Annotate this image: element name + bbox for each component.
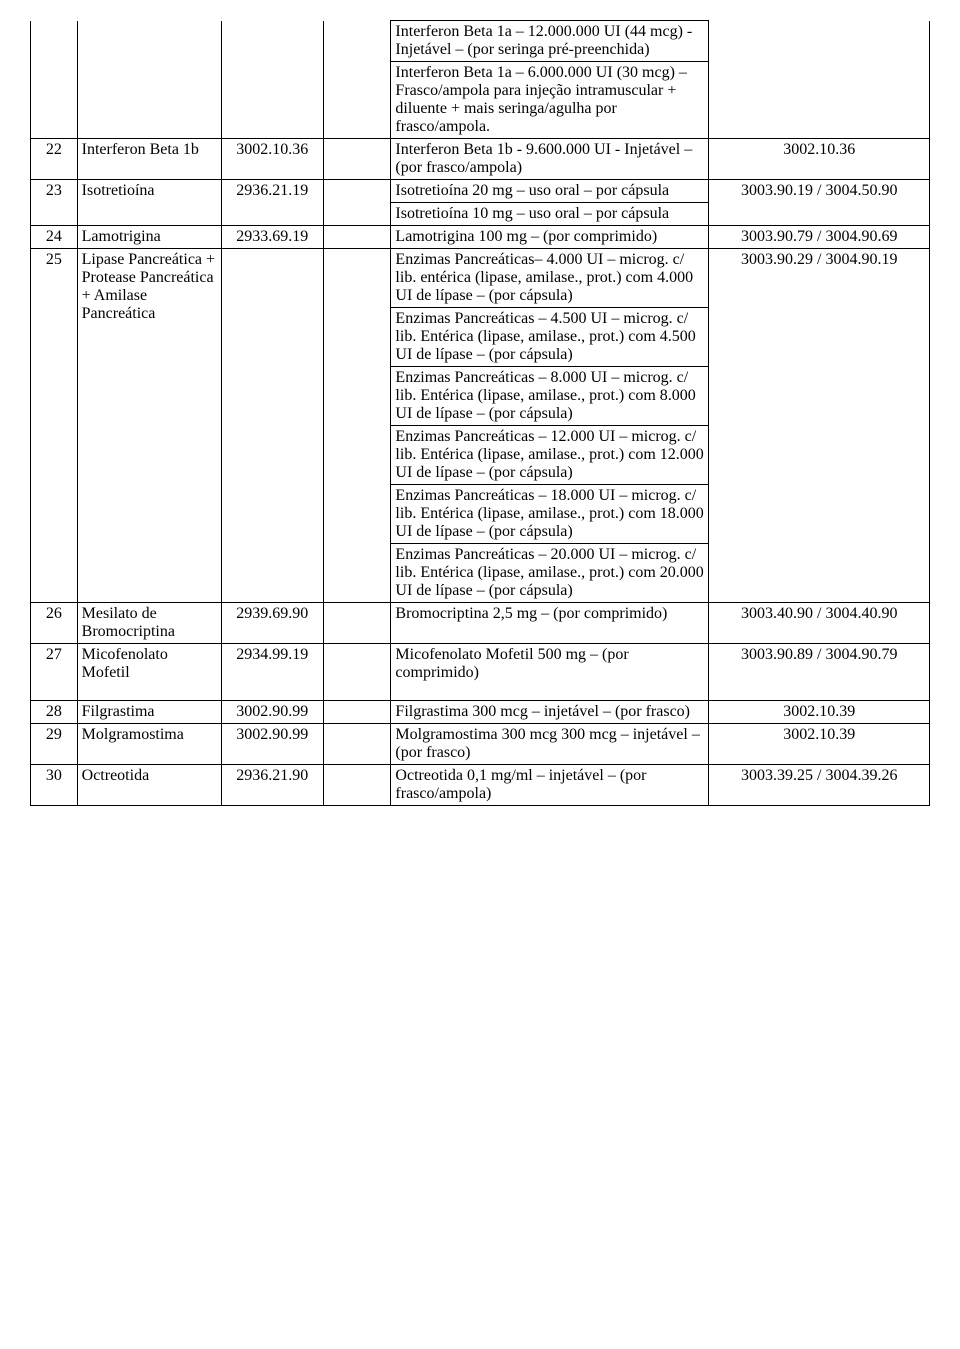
subcode — [323, 21, 391, 139]
description: Interferon Beta 1a – 12.000.000 UI (44 m… — [391, 21, 709, 62]
code-right — [709, 21, 930, 139]
subcode — [323, 367, 391, 426]
row-number: 24 — [31, 226, 78, 249]
row-number: 27 — [31, 644, 78, 701]
table-row: 28Filgrastima3002.90.99 Filgrastima 300 m… — [31, 701, 930, 724]
code-right: 3003.90.29 / 3004.90.19 — [709, 249, 930, 603]
subcode — [323, 180, 391, 203]
row-number: 28 — [31, 701, 78, 724]
subcode — [323, 724, 391, 765]
medication-name: Octreotida — [77, 765, 221, 806]
code-right: 3002.10.36 — [709, 139, 930, 180]
medication-name: Mesilato de Bromocriptina — [77, 603, 221, 644]
description: Isotretioína 20 mg – uso oral – por cáps… — [391, 180, 709, 203]
code-left: 2936.21.19 — [221, 180, 323, 226]
code-left — [221, 21, 323, 139]
medication-name: Lipase Pancreática + Protease Pancreátic… — [77, 249, 221, 603]
medication-name: Filgrastima — [77, 701, 221, 724]
subcode — [323, 701, 391, 724]
description: Molgramostima 300 mcg 300 mcg – injetáve… — [391, 724, 709, 765]
description: Enzimas Pancreáticas – 12.000 UI – micro… — [391, 426, 709, 485]
subcode — [323, 203, 391, 226]
row-number: 26 — [31, 603, 78, 644]
table-row: 24Lamotrigina2933.69.19 Lamotrigina 100 m… — [31, 226, 930, 249]
table-row: Interferon Beta 1a – 12.000.000 UI (44 m… — [31, 21, 930, 62]
description: Isotretioína 10 mg – uso oral – por cáps… — [391, 203, 709, 226]
table-row: 30Octreotida2936.21.90 Octreotida 0,1 mg/… — [31, 765, 930, 806]
code-left: 3002.90.99 — [221, 724, 323, 765]
description: Octreotida 0,1 mg/ml – injetável – (por … — [391, 765, 709, 806]
table-row: 25Lipase Pancreática + Protease Pancreát… — [31, 249, 930, 308]
code-left: 3002.90.99 — [221, 701, 323, 724]
code-left — [221, 249, 323, 603]
code-right: 3003.40.90 / 3004.40.90 — [709, 603, 930, 644]
description: Micofenolato Mofetil 500 mg – (por compr… — [391, 644, 709, 701]
description: Interferon Beta 1b - 9.600.000 UI - Inje… — [391, 139, 709, 180]
description: Bromocriptina 2,5 mg – (por comprimido) — [391, 603, 709, 644]
table-row: 23Isotretioína2936.21.19Isotretioína 20 … — [31, 180, 930, 203]
table-row: 26Mesilato de Bromocriptina2939.69.90 Bro… — [31, 603, 930, 644]
code-left: 2936.21.90 — [221, 765, 323, 806]
table-row: 22Interferon Beta 1b3002.10.36Interferon… — [31, 139, 930, 180]
medication-name: Isotretioína — [77, 180, 221, 226]
description: Enzimas Pancreáticas– 4.000 UI – microg.… — [391, 249, 709, 308]
code-left: 2934.99.19 — [221, 644, 323, 701]
code-right: 3003.90.79 / 3004.90.69 — [709, 226, 930, 249]
subcode — [323, 765, 391, 806]
row-number — [31, 21, 78, 139]
table-row: 27Micofenolato Mofetil2934.99.19 Micofeno… — [31, 644, 930, 701]
medication-name: Lamotrigina — [77, 226, 221, 249]
row-number: 25 — [31, 249, 78, 603]
row-number: 30 — [31, 765, 78, 806]
code-right: 3002.10.39 — [709, 724, 930, 765]
code-left: 2933.69.19 — [221, 226, 323, 249]
subcode — [323, 426, 391, 485]
code-left: 3002.10.36 — [221, 139, 323, 180]
code-right: 3003.39.25 / 3004.39.26 — [709, 765, 930, 806]
subcode — [323, 644, 391, 701]
row-number: 29 — [31, 724, 78, 765]
medication-name: Micofenolato Mofetil — [77, 644, 221, 701]
code-left: 2939.69.90 — [221, 603, 323, 644]
subcode — [323, 603, 391, 644]
subcode — [323, 226, 391, 249]
description: Lamotrigina 100 mg – (por comprimido) — [391, 226, 709, 249]
medication-name — [77, 21, 221, 139]
code-right: 3003.90.89 / 3004.90.79 — [709, 644, 930, 701]
description: Enzimas Pancreáticas – 4.500 UI – microg… — [391, 308, 709, 367]
description: Interferon Beta 1a – 6.000.000 UI (30 mc… — [391, 62, 709, 139]
subcode — [323, 249, 391, 308]
description: Enzimas Pancreáticas – 20.000 UI – micro… — [391, 544, 709, 603]
code-right: 3002.10.39 — [709, 701, 930, 724]
table-row: 29Molgramostima3002.90.99 Molgramostima 3… — [31, 724, 930, 765]
description: Filgrastima 300 mcg – injetável – (por f… — [391, 701, 709, 724]
description: Enzimas Pancreáticas – 18.000 UI – micro… — [391, 485, 709, 544]
subcode — [323, 544, 391, 603]
medication-table: Interferon Beta 1a – 12.000.000 UI (44 m… — [30, 20, 930, 806]
subcode — [323, 139, 391, 180]
medication-name: Interferon Beta 1b — [77, 139, 221, 180]
description: Enzimas Pancreáticas – 8.000 UI – microg… — [391, 367, 709, 426]
subcode — [323, 308, 391, 367]
subcode — [323, 485, 391, 544]
medication-name: Molgramostima — [77, 724, 221, 765]
row-number: 22 — [31, 139, 78, 180]
row-number: 23 — [31, 180, 78, 226]
code-right: 3003.90.19 / 3004.50.90 — [709, 180, 930, 226]
